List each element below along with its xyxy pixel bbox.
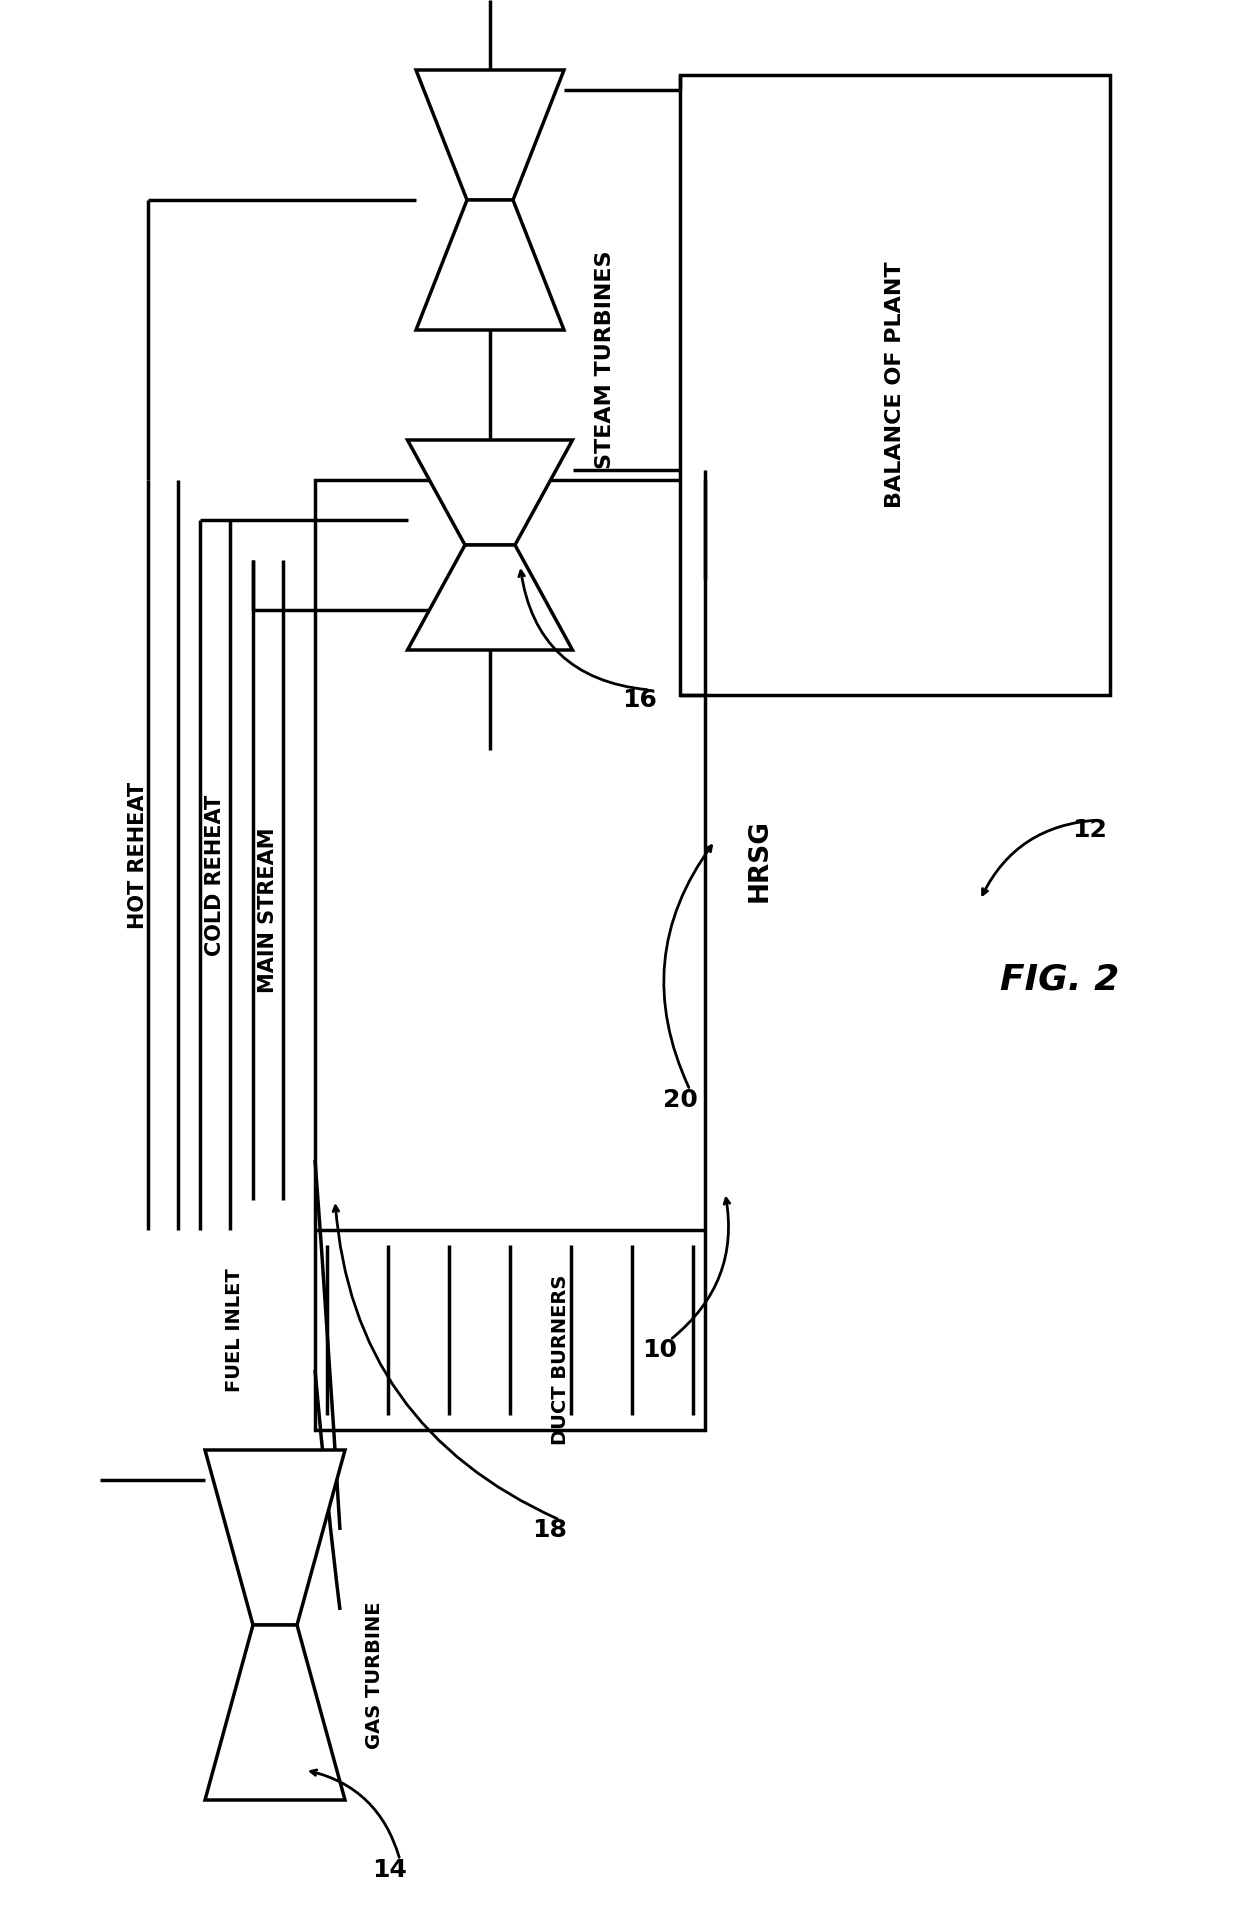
Text: HRSG: HRSG	[746, 819, 773, 901]
Polygon shape	[415, 71, 564, 199]
Polygon shape	[205, 1451, 345, 1625]
Polygon shape	[205, 1625, 345, 1799]
Text: 18: 18	[532, 1518, 568, 1543]
Text: HOT REHEAT: HOT REHEAT	[128, 781, 148, 928]
Text: FIG. 2: FIG. 2	[1001, 963, 1120, 997]
Text: FUEL INLET: FUEL INLET	[226, 1269, 244, 1391]
Polygon shape	[408, 545, 573, 651]
Text: 20: 20	[662, 1087, 697, 1112]
Text: GAS TURBINE: GAS TURBINE	[366, 1602, 384, 1749]
Bar	[315, 480, 706, 1430]
Text: 14: 14	[372, 1858, 408, 1881]
Text: MAIN STREAM: MAIN STREAM	[258, 827, 278, 993]
Text: STEAM TURBINES: STEAM TURBINES	[595, 251, 615, 469]
Text: 12: 12	[1073, 817, 1107, 842]
Text: DUCT BURNERS: DUCT BURNERS	[551, 1275, 569, 1445]
Polygon shape	[408, 440, 573, 545]
Text: BALANCE OF PLANT: BALANCE OF PLANT	[885, 262, 905, 509]
Text: COLD REHEAT: COLD REHEAT	[205, 794, 224, 955]
Text: 16: 16	[622, 687, 657, 712]
Polygon shape	[415, 199, 564, 329]
Bar	[680, 75, 1110, 695]
Text: 10: 10	[642, 1338, 677, 1363]
